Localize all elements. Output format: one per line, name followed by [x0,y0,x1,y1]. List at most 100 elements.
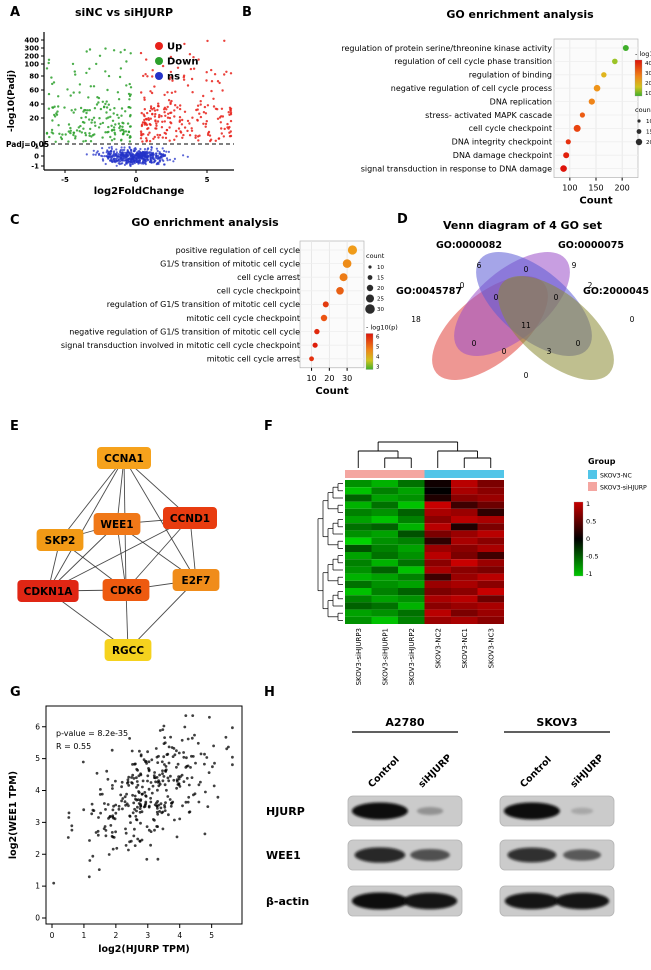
svg-text:0: 0 [554,293,559,302]
svg-text:CCND1: CCND1 [170,513,210,525]
panel-e: E CCNA1 WEE1 CCND1 SKP2 CDKN1A CDK6 E2F7 RGCC [4,414,260,678]
svg-text:HJURP: HJURP [266,805,305,818]
svg-text:0: 0 [134,176,139,184]
svg-text:40: 40 [29,101,39,109]
svg-text:DNA replication: DNA replication [490,97,552,106]
svg-text:SKOV3-NC3: SKOV3-NC3 [487,628,495,668]
svg-text:3: 3 [376,365,380,371]
svg-text:2: 2 [588,281,593,290]
svg-text:10: 10 [306,374,316,383]
svg-text:cell cycle arrest: cell cycle arrest [237,273,300,282]
svg-text:100: 100 [24,61,39,69]
panel-b-title: GO enrichment analysis [446,8,594,21]
svg-text:0: 0 [524,265,529,274]
svg-text:WEE1: WEE1 [100,519,133,531]
svg-text:6: 6 [376,335,380,341]
panel-f-label: F [264,419,273,434]
svg-text:GO:0000082: GO:0000082 [436,240,502,251]
svg-text:0: 0 [494,293,499,302]
svg-text:A2780: A2780 [385,716,424,729]
svg-text:3: 3 [145,931,150,940]
svg-text:Control: Control [518,755,554,791]
go-dotplot-b: regulation of protein serine/threonine k… [341,38,651,207]
svg-text:- log10(p): - log10(p) [635,50,651,58]
svg-text:G1/S transition of mitotic cel: G1/S transition of mitotic cell cycle [160,259,300,268]
panel-b: B GO enrichment analysis regulation of p… [240,4,651,207]
svg-text:SKOV3-NC1: SKOV3-NC1 [461,628,469,668]
svg-text:10: 10 [377,265,384,271]
svg-text:Down: Down [167,57,199,68]
svg-text:regulation of protein serine/t: regulation of protein serine/threonine k… [341,44,552,53]
svg-text:400: 400 [24,37,39,45]
panel-f: F SKOV3-siHJURP3 SKOV3-siHJURP1 SKOV3-siHJ… [262,414,651,686]
svg-text:count: count [366,252,385,260]
svg-text:Padj=0.05: Padj=0.05 [6,140,49,149]
svg-text:300: 300 [24,45,39,53]
svg-text:negative regulation of G1/S tr: negative regulation of G1/S transition o… [69,327,300,336]
svg-text:SKOV3-NC2: SKOV3-NC2 [434,628,442,668]
svg-text:0: 0 [34,153,39,161]
svg-text:-log10(Padj): -log10(Padj) [7,70,17,132]
svg-text:5: 5 [35,754,40,763]
svg-text:SKOV3-siHJURP3: SKOV3-siHJURP3 [355,628,363,685]
svg-text:Count: Count [579,196,612,207]
svg-text:0: 0 [35,914,40,923]
svg-text:4: 4 [376,355,380,361]
svg-text:CCNA1: CCNA1 [104,453,144,465]
panel-d-title: Venn diagram of 4 GO set [442,219,603,232]
svg-text:siHJURP: siHJURP [568,752,606,790]
svg-text:30: 30 [377,307,384,313]
go-dotplot-c: positive regulation of cell cycle G1/S tr… [61,240,398,397]
svg-text:SKOV3: SKOV3 [536,716,577,729]
panel-a-title: siNC vs siHJURP [74,6,174,19]
svg-text:200: 200 [615,184,630,193]
svg-text:80: 80 [29,73,39,81]
panel-b-label: B [242,5,252,20]
svg-text:cell cycle checkpoint: cell cycle checkpoint [469,124,552,133]
svg-text:2: 2 [35,850,40,859]
svg-text:20: 20 [29,115,39,123]
svg-text:-1: -1 [31,163,39,171]
svg-text:Control: Control [366,755,402,791]
svg-text:RGCC: RGCC [112,645,144,657]
svg-text:30: 30 [645,71,651,77]
svg-text:60: 60 [29,87,39,95]
svg-text:log2(HJURP TPM): log2(HJURP TPM) [98,944,190,955]
svg-text:mitotic cell cycle arrest: mitotic cell cycle arrest [207,355,300,364]
svg-text:5: 5 [209,931,214,940]
svg-text:SKP2: SKP2 [45,535,76,547]
svg-text:5: 5 [376,345,380,351]
svg-text:0: 0 [524,371,529,380]
panel-d-label: D [397,212,408,227]
svg-text:ns: ns [167,72,180,83]
svg-text:15: 15 [377,276,384,282]
svg-text:Count: Count [315,386,348,397]
svg-text:regulation of G1/S transition: regulation of G1/S transition of mitotic… [107,300,300,309]
svg-text:0: 0 [576,339,581,348]
svg-text:3: 3 [35,818,40,827]
svg-text:Group: Group [588,457,616,466]
svg-text:GO:0000075: GO:0000075 [558,240,624,251]
svg-text:regulation of binding: regulation of binding [469,71,552,80]
panel-a-label: A [10,5,21,20]
svg-text:4: 4 [177,931,182,940]
svg-text:negative regulation of cell cy: negative regulation of cell cycle proces… [391,84,552,93]
svg-text:-0.5: -0.5 [586,553,599,561]
svg-text:18: 18 [411,315,421,324]
panel-e-label: E [10,419,19,434]
svg-text:150: 150 [588,184,603,193]
correlation-scatter: 0 1 2 3 4 5 0 1 2 3 4 5 6 p-value = 8.2e-35 R = 0.55 lo… [8,705,243,955]
svg-text:p-value = 8.2e-35: p-value = 8.2e-35 [56,729,128,738]
svg-text:GO:0045787: GO:0045787 [396,286,462,297]
svg-text:0: 0 [460,281,465,290]
panel-h: H A2780 Control siHJURP SKOV3 Control siHJURP… [262,680,651,936]
svg-text:150: 150 [646,130,651,136]
expression-heatmap: SKOV3-siHJURP3 SKOV3-siHJURP1 SKOV3-siHJUR… [317,441,647,685]
svg-text:mitotic cell cycle checkpoint: mitotic cell cycle checkpoint [186,314,300,323]
svg-text:0: 0 [630,315,635,324]
svg-text:6: 6 [477,261,482,270]
svg-text:0: 0 [502,347,507,356]
svg-text:200: 200 [646,140,651,146]
svg-text:log2FoldChange: log2FoldChange [94,186,185,197]
